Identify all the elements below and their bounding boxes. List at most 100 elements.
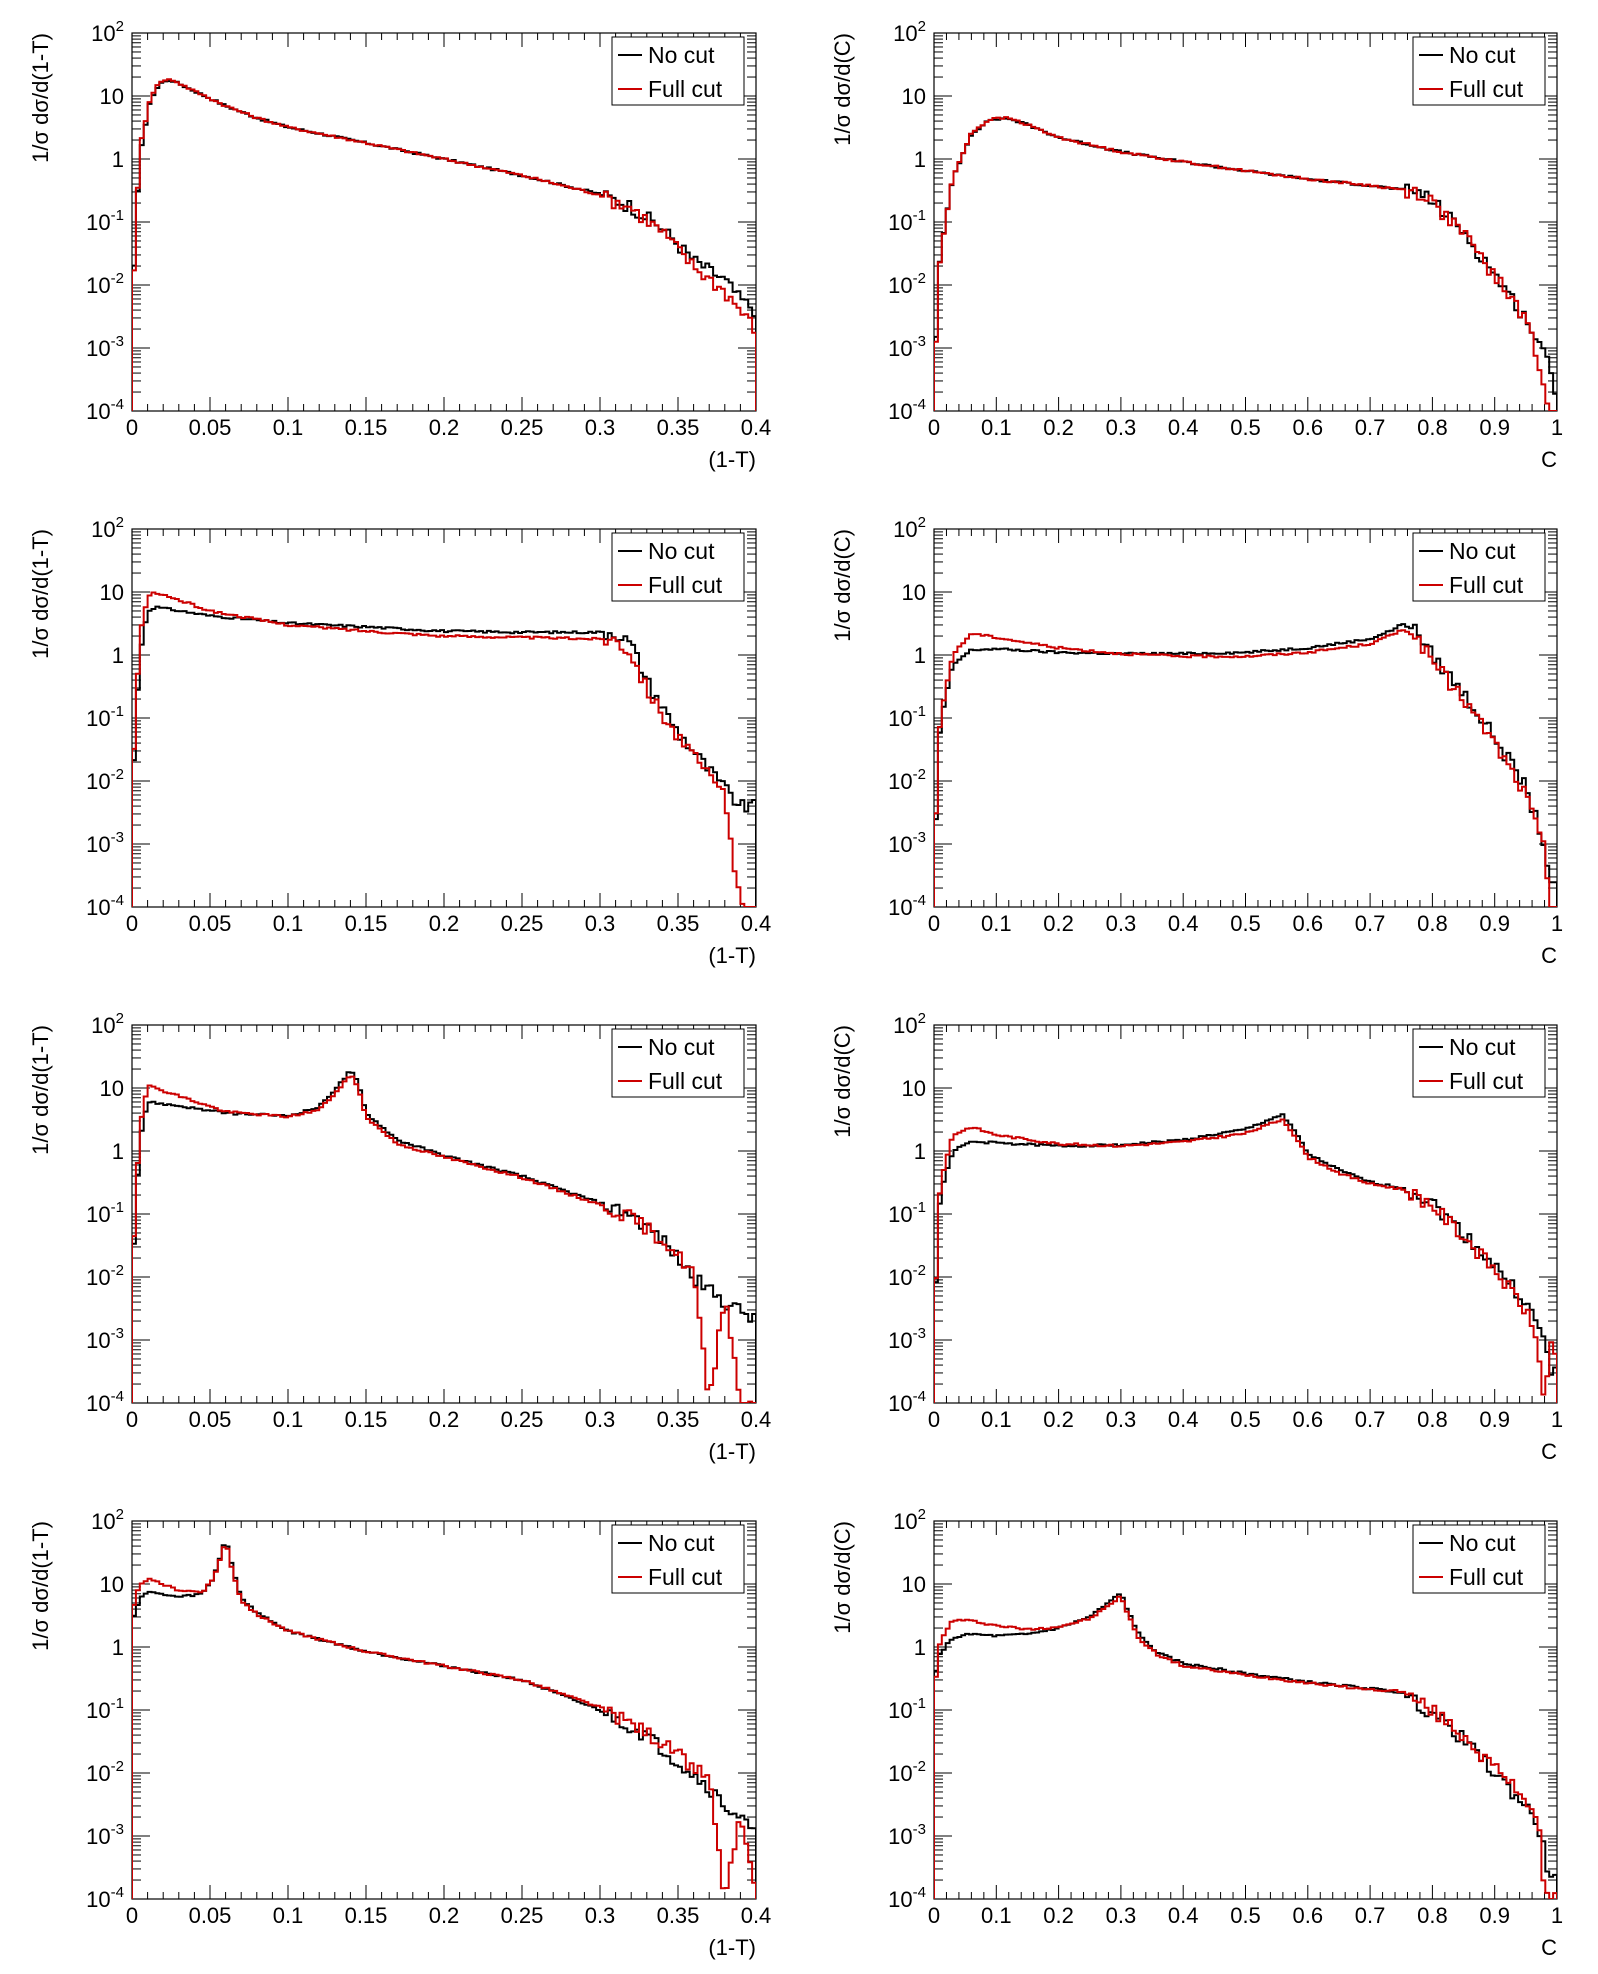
series-line-full-cut <box>132 1546 756 1899</box>
x-tick-label: 0.05 <box>189 415 232 440</box>
x-tick-label: 0.4 <box>741 415 772 440</box>
x-tick-label: 0 <box>126 911 138 936</box>
y-tick-label: 10-4 <box>86 396 124 424</box>
legend-label: Full cut <box>1449 76 1524 102</box>
x-tick-label: 0.4 <box>1168 911 1199 936</box>
legend: No cut Full cut <box>1412 1028 1546 1098</box>
x-tick-label: 0.3 <box>585 911 616 936</box>
x-tick-label: 0.5 <box>1230 1407 1261 1432</box>
x-axis-title: C <box>1541 1439 1557 1464</box>
x-tick-label: 0.6 <box>1293 1903 1324 1928</box>
y-tick-label: 10 <box>902 1572 926 1597</box>
legend-box <box>611 532 745 602</box>
x-tick-label: 0.15 <box>345 1407 388 1432</box>
legend-box <box>611 1524 745 1594</box>
x-tick-label: 0.2 <box>429 1407 460 1432</box>
x-tick-label: 0.2 <box>429 1903 460 1928</box>
y-tick-label: 10-3 <box>86 333 124 361</box>
legend-label: Full cut <box>648 572 723 598</box>
y-tick-label: 10 <box>100 84 124 109</box>
x-tick-label: 0.3 <box>1106 1903 1137 1928</box>
y-tick-label: 102 <box>91 1506 124 1534</box>
y-tick-label: 10-3 <box>86 1325 124 1353</box>
series-line-full-cut <box>934 1118 1557 1403</box>
x-tick-label: 0.15 <box>345 415 388 440</box>
x-tick-label: 0.4 <box>1168 1903 1199 1928</box>
x-tick-label: 0.1 <box>273 911 304 936</box>
x-tick-label: 0.25 <box>501 1903 544 1928</box>
x-tick-label: 0 <box>928 1407 940 1432</box>
x-tick-label: 0.6 <box>1293 415 1324 440</box>
y-tick-label: 10 <box>902 580 926 605</box>
legend-label: No cut <box>648 538 715 564</box>
y-tick-label: 10-1 <box>888 207 926 235</box>
x-tick-label: 0.7 <box>1355 1903 1386 1928</box>
y-tick-label: 10-2 <box>86 1758 124 1786</box>
x-tick-label: 0 <box>928 911 940 936</box>
x-tick-label: 0.1 <box>273 1903 304 1928</box>
legend: No cut Full cut <box>611 1028 745 1098</box>
y-tick-label: 10-3 <box>888 829 926 857</box>
y-axis-title: 1/σ dσ/d(C) <box>830 1025 855 1138</box>
x-axis-title: C <box>1541 943 1557 968</box>
series-line-no-cut <box>132 605 756 907</box>
chart-panel-6: 0 0.1 0.2 0.3 0.4 0.5 0.6 0.7 0.8 0.9 1 10-4 10-3 10-… <box>830 1010 1563 1464</box>
y-tick-label: 10 <box>902 84 926 109</box>
y-axis-title: 1/σ dσ/d(C) <box>830 33 855 146</box>
x-tick-label: 0.2 <box>429 911 460 936</box>
y-tick-label: 10-2 <box>86 270 124 298</box>
x-tick-label: 0.3 <box>585 415 616 440</box>
y-axis-title: 1/σ dσ/d(1-T) <box>28 529 53 659</box>
x-tick-label: 0 <box>126 1407 138 1432</box>
x-tick-label: 0.6 <box>1293 1407 1324 1432</box>
y-tick-label: 102 <box>91 514 124 542</box>
y-tick-label: 10-3 <box>888 1821 926 1849</box>
x-tick-label: 0.2 <box>1043 1903 1074 1928</box>
x-tick-label: 0.05 <box>189 911 232 936</box>
x-tick-label: 0.8 <box>1417 1407 1448 1432</box>
y-tick-label: 102 <box>91 18 124 46</box>
legend-box <box>611 1028 745 1098</box>
x-tick-label: 0.5 <box>1230 415 1261 440</box>
x-tick-label: 0.15 <box>345 1903 388 1928</box>
x-tick-label: 0.7 <box>1355 415 1386 440</box>
chart-panel-1: 0 0.05 0.1 0.15 0.2 0.25 0.3 0.35 0.4 10-4 10-3 10-… <box>28 18 771 472</box>
y-tick-label: 10-4 <box>888 892 926 920</box>
legend-box <box>1412 1524 1546 1594</box>
x-tick-label: 0.35 <box>657 1407 700 1432</box>
chart-panel-2: 0 0.1 0.2 0.3 0.4 0.5 0.6 0.7 0.8 0.9 1 10-4 10-3 10-… <box>830 18 1563 472</box>
legend: No cut Full cut <box>611 36 745 106</box>
y-tick-label: 10-2 <box>888 270 926 298</box>
series-line-no-cut <box>934 623 1557 907</box>
x-tick-label: 0.8 <box>1417 911 1448 936</box>
y-tick-label: 10-2 <box>86 1262 124 1290</box>
y-tick-label: 10-2 <box>888 766 926 794</box>
series-line-full-cut <box>132 78 756 411</box>
x-tick-label: 0.9 <box>1479 1407 1510 1432</box>
x-tick-label: 0 <box>928 415 940 440</box>
x-tick-label: 0.5 <box>1230 911 1261 936</box>
x-tick-label: 0 <box>126 415 138 440</box>
y-tick-label: 102 <box>893 514 926 542</box>
y-tick-label: 1 <box>914 1139 926 1164</box>
legend-label: Full cut <box>648 1068 723 1094</box>
legend: No cut Full cut <box>611 1524 745 1594</box>
y-tick-label: 10 <box>902 1076 926 1101</box>
x-tick-label: 0.1 <box>981 1903 1012 1928</box>
legend: No cut Full cut <box>1412 532 1546 602</box>
chart-panel-4: 0 0.1 0.2 0.3 0.4 0.5 0.6 0.7 0.8 0.9 1 10-4 10-3 10-… <box>830 514 1563 968</box>
y-tick-label: 10-2 <box>888 1262 926 1290</box>
x-tick-label: 0.35 <box>657 1903 700 1928</box>
x-tick-label: 0.4 <box>1168 1407 1199 1432</box>
series-line-full-cut <box>934 116 1557 411</box>
x-tick-label: 0.3 <box>1106 911 1137 936</box>
y-tick-label: 10-1 <box>888 1199 926 1227</box>
x-tick-label: 0.8 <box>1417 415 1448 440</box>
x-axis-title: (1-T) <box>708 447 756 472</box>
x-axis-title: C <box>1541 447 1557 472</box>
x-tick-label: 0.1 <box>273 1407 304 1432</box>
y-tick-label: 1 <box>112 643 124 668</box>
y-tick-label: 102 <box>893 1010 926 1038</box>
chart-panel-3: 0 0.05 0.1 0.15 0.2 0.25 0.3 0.35 0.4 10-4 10-3 10-… <box>28 514 771 968</box>
x-tick-label: 0.9 <box>1479 415 1510 440</box>
